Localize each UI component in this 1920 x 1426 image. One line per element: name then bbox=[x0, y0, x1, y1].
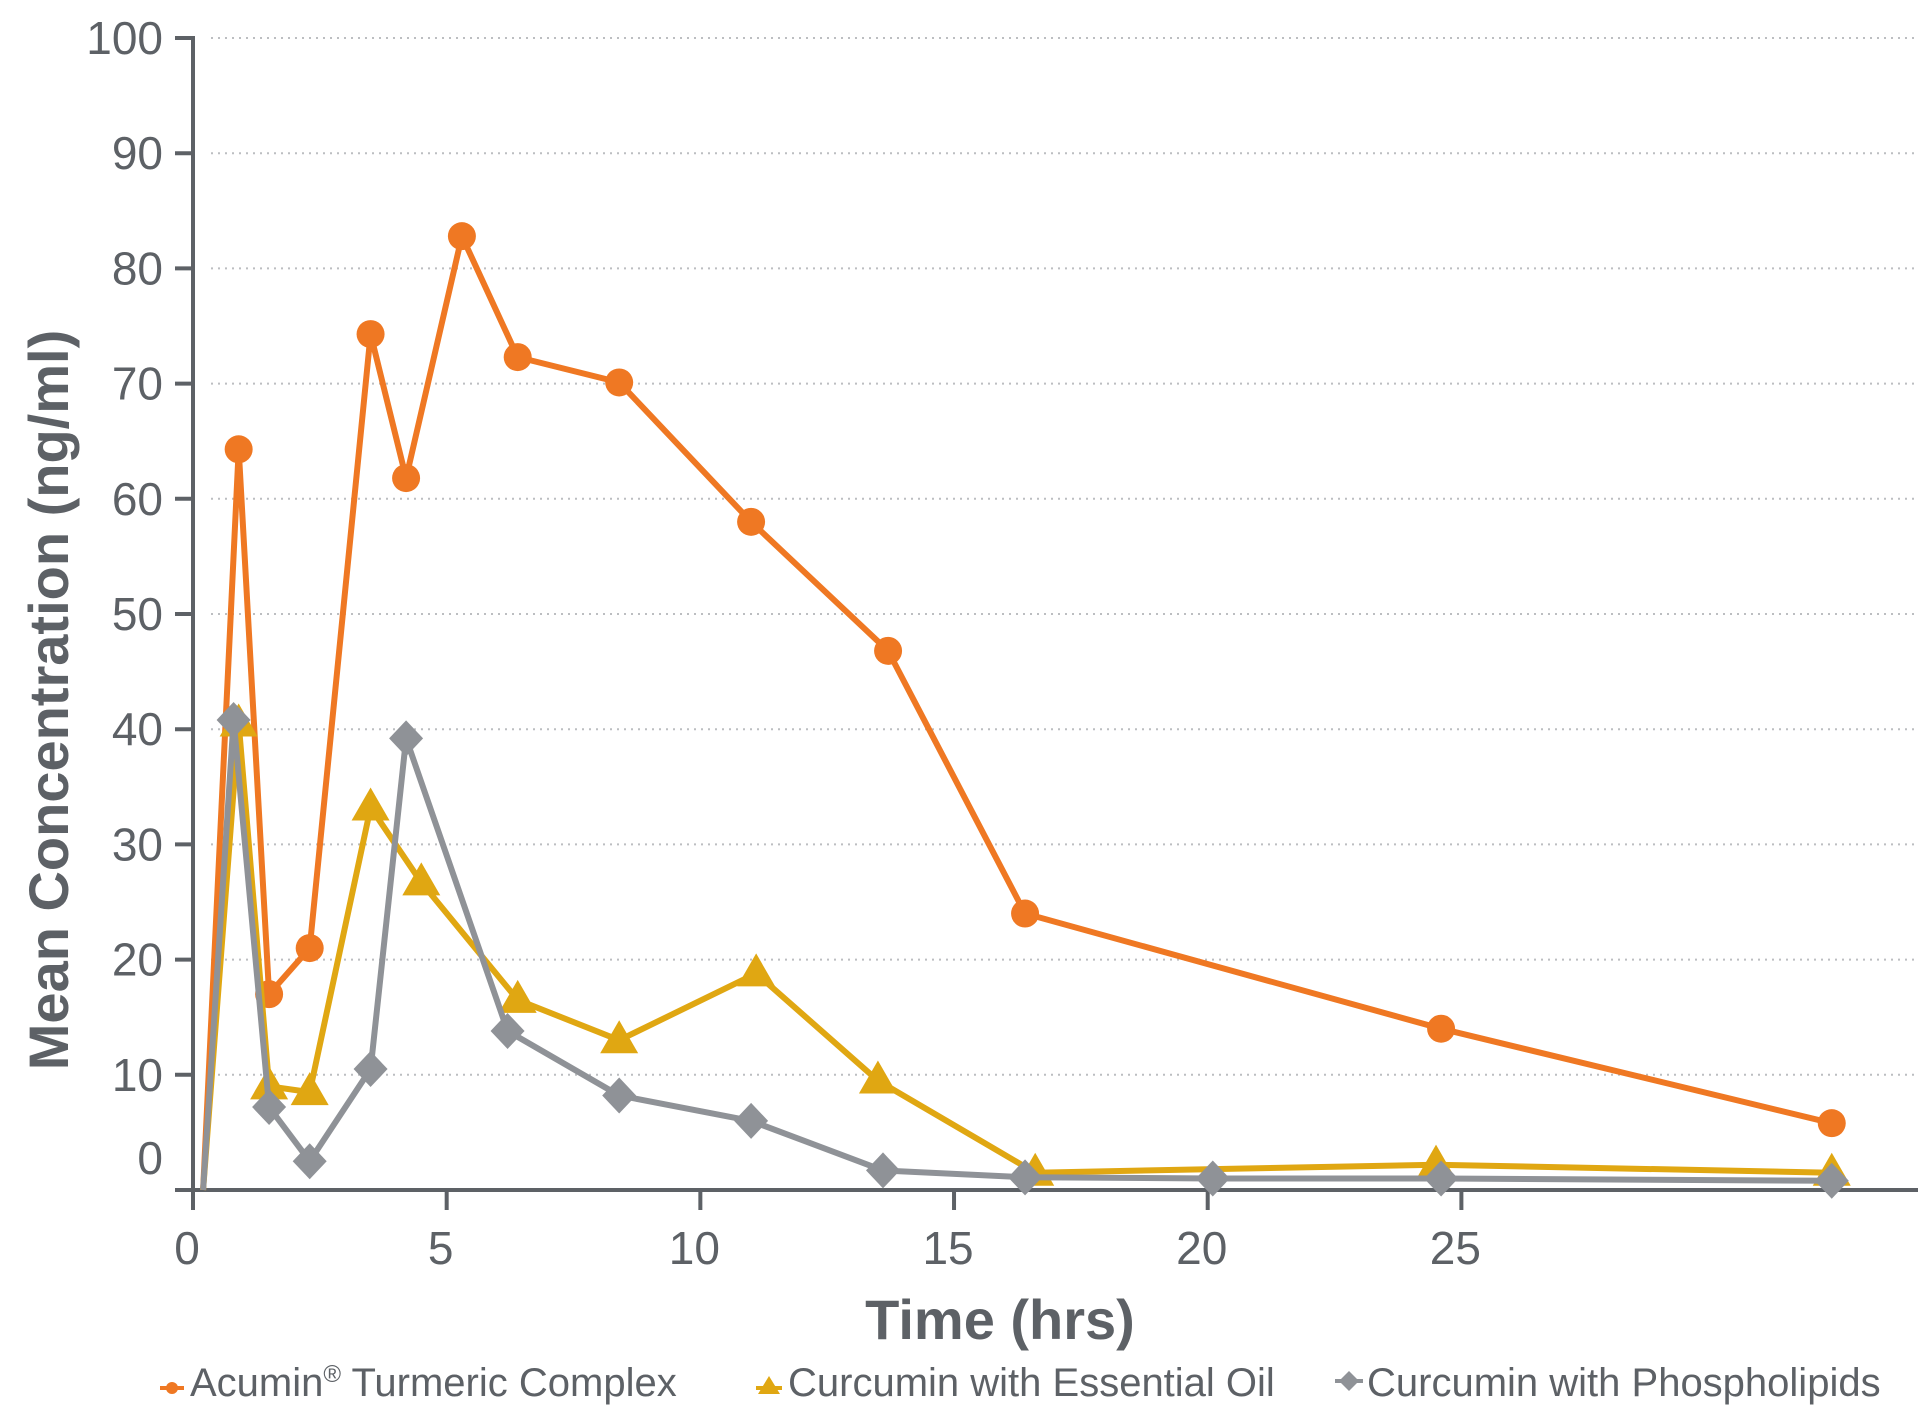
data-point[interactable] bbox=[1008, 1159, 1043, 1196]
data-point[interactable] bbox=[252, 1089, 287, 1126]
data-point[interactable] bbox=[1424, 1160, 1459, 1197]
legend: Acumin® Turmeric Complex Curcumin with E… bbox=[160, 1361, 1881, 1405]
series-line bbox=[200, 720, 1832, 1191]
y-tick-label: 100 bbox=[86, 12, 163, 64]
legend-circle-icon bbox=[166, 1382, 178, 1394]
x-axis-title: Time (hrs) bbox=[865, 1288, 1135, 1351]
data-point[interactable] bbox=[356, 320, 385, 349]
data-point[interactable] bbox=[498, 979, 537, 1013]
data-point[interactable] bbox=[605, 368, 634, 397]
y-tick-label: 20 bbox=[112, 934, 163, 986]
x-tick-label: 15 bbox=[922, 1222, 973, 1274]
y-ticks: 0 10 20 30 40 50 60 70 80 90 100 bbox=[86, 12, 193, 1192]
x-ticks: 0 5 10 15 20 25 bbox=[174, 1190, 1481, 1274]
data-point[interactable] bbox=[1427, 1014, 1456, 1043]
legend-item-acumin[interactable]: Acumin® Turmeric Complex bbox=[160, 1361, 677, 1405]
legend-item-essential-oil[interactable]: Curcumin with Essential Oil bbox=[756, 1361, 1275, 1405]
data-point[interactable] bbox=[392, 464, 421, 493]
data-point[interactable] bbox=[1011, 899, 1040, 928]
y-tick-label: 90 bbox=[112, 127, 163, 179]
data-point[interactable] bbox=[737, 953, 776, 987]
y-tick-label: 10 bbox=[112, 1049, 163, 1101]
y-tick-label: 80 bbox=[112, 242, 163, 294]
data-point[interactable] bbox=[602, 1077, 637, 1114]
data-point[interactable] bbox=[737, 507, 766, 536]
data-point[interactable] bbox=[503, 343, 532, 372]
legend-diamond-icon bbox=[1339, 1371, 1359, 1391]
data-point[interactable] bbox=[600, 1020, 639, 1054]
y-tick-label: 0 bbox=[137, 1132, 163, 1184]
data-point[interactable] bbox=[290, 1072, 329, 1106]
data-point[interactable] bbox=[353, 1051, 388, 1088]
x-tick-label: 20 bbox=[1176, 1222, 1227, 1274]
y-tick-label: 40 bbox=[112, 703, 163, 755]
data-point[interactable] bbox=[402, 862, 441, 896]
data-point[interactable] bbox=[351, 787, 390, 821]
data-point[interactable] bbox=[874, 636, 903, 665]
series-1 bbox=[200, 703, 1851, 1191]
data-point[interactable] bbox=[292, 1143, 327, 1180]
data-point[interactable] bbox=[216, 701, 251, 738]
x-tick-label: 0 bbox=[174, 1222, 200, 1274]
data-point[interactable] bbox=[866, 1152, 900, 1189]
legend-item-phospholipids[interactable]: Curcumin with Phospholipids bbox=[1335, 1361, 1881, 1405]
series-2 bbox=[200, 701, 1849, 1199]
data-point[interactable] bbox=[389, 720, 424, 757]
legend-triangle-icon bbox=[758, 1376, 780, 1394]
series-layer bbox=[200, 222, 1851, 1199]
series-line bbox=[200, 717, 1832, 1191]
legend-label-acumin: Acumin® Turmeric Complex bbox=[190, 1361, 677, 1405]
y-axis-title: Mean Concentration (ng/ml) bbox=[17, 330, 80, 1070]
y-tick-label: 70 bbox=[112, 358, 163, 410]
data-point[interactable] bbox=[734, 1102, 769, 1139]
legend-label-phospholipids: Curcumin with Phospholipids bbox=[1367, 1361, 1881, 1405]
x-tick-label: 25 bbox=[1430, 1222, 1481, 1274]
series-0 bbox=[200, 222, 1846, 1191]
legend-label-essential-oil: Curcumin with Essential Oil bbox=[788, 1361, 1275, 1405]
y-tick-label: 50 bbox=[112, 588, 163, 640]
y-tick-label: 60 bbox=[112, 473, 163, 525]
x-tick-label: 10 bbox=[669, 1222, 720, 1274]
data-point[interactable] bbox=[295, 934, 324, 963]
y-tick-label: 30 bbox=[112, 818, 163, 870]
data-point[interactable] bbox=[224, 435, 253, 464]
data-point[interactable] bbox=[1195, 1160, 1230, 1197]
data-point[interactable] bbox=[1814, 1162, 1849, 1199]
data-point[interactable] bbox=[447, 222, 476, 251]
data-point[interactable] bbox=[490, 1013, 525, 1050]
series-line bbox=[200, 233, 1833, 1191]
x-tick-label: 5 bbox=[428, 1222, 454, 1274]
data-point[interactable] bbox=[1817, 1109, 1846, 1138]
data-point[interactable] bbox=[858, 1060, 897, 1094]
